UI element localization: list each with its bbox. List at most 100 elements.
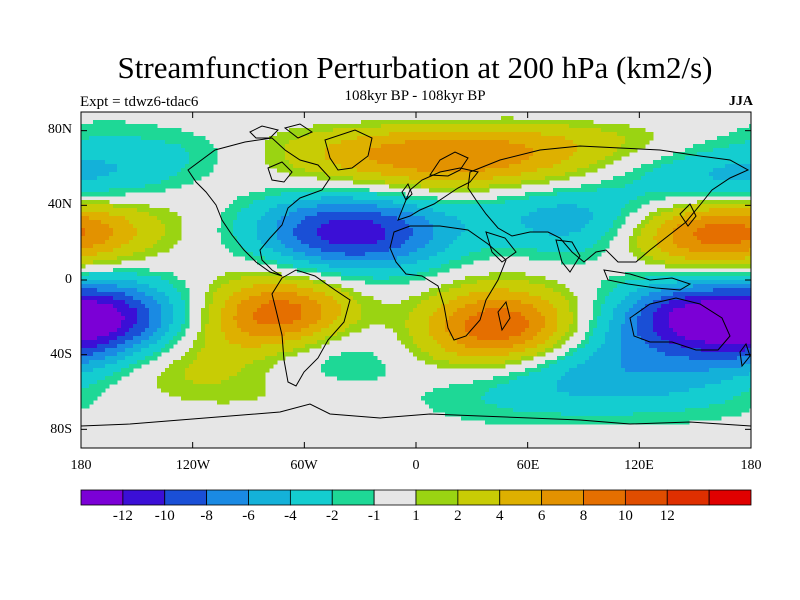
field-cell bbox=[241, 208, 246, 213]
field-cell bbox=[745, 260, 750, 265]
field-cell bbox=[225, 212, 230, 217]
field-cell bbox=[661, 236, 666, 241]
field-cell bbox=[741, 176, 746, 181]
field-cell bbox=[409, 264, 414, 269]
field-cell bbox=[725, 140, 730, 145]
field-cell bbox=[573, 224, 578, 229]
field-cell bbox=[677, 176, 682, 181]
field-cell bbox=[725, 216, 730, 221]
field-cell bbox=[157, 172, 162, 177]
field-cell bbox=[573, 128, 578, 133]
field-cell bbox=[649, 240, 654, 245]
field-cell bbox=[517, 212, 522, 217]
field-cell bbox=[293, 160, 298, 165]
field-cell bbox=[117, 212, 122, 217]
field-cell bbox=[681, 256, 686, 261]
field-cell bbox=[725, 240, 730, 245]
field-cell bbox=[293, 192, 298, 197]
field-cell bbox=[145, 144, 150, 149]
field-cell bbox=[385, 128, 390, 133]
field-cell bbox=[593, 244, 598, 249]
field-cell bbox=[741, 164, 746, 169]
field-cell bbox=[345, 188, 350, 193]
field-cell bbox=[253, 200, 258, 205]
field-cell bbox=[477, 184, 482, 189]
field-cell bbox=[741, 252, 746, 257]
field-cell bbox=[493, 232, 498, 237]
field-cell bbox=[361, 220, 366, 225]
field-cell bbox=[617, 140, 622, 145]
field-cell bbox=[309, 172, 314, 177]
field-cell bbox=[569, 148, 574, 153]
field-cell bbox=[377, 132, 382, 137]
field-cell bbox=[121, 168, 126, 173]
field-cell bbox=[329, 192, 334, 197]
field-cell bbox=[609, 228, 614, 233]
field-cell bbox=[541, 240, 546, 245]
field-cell bbox=[453, 256, 458, 261]
field-cell bbox=[597, 156, 602, 161]
field-cell bbox=[717, 200, 722, 205]
field-cell bbox=[401, 224, 406, 229]
field-cell bbox=[417, 236, 422, 241]
field-cell bbox=[269, 216, 274, 221]
field-cell bbox=[377, 128, 382, 133]
field-cell bbox=[177, 224, 182, 229]
field-cell bbox=[141, 172, 146, 177]
field-cell bbox=[393, 192, 398, 197]
field-cell bbox=[145, 216, 150, 221]
field-cell bbox=[213, 156, 218, 161]
field-cell bbox=[741, 236, 746, 241]
field-cell bbox=[197, 144, 202, 149]
field-cell bbox=[465, 200, 470, 205]
field-cell bbox=[113, 136, 118, 141]
field-cell bbox=[701, 144, 706, 149]
field-cell bbox=[749, 124, 751, 129]
field-cell bbox=[365, 172, 370, 177]
field-cell bbox=[525, 120, 530, 125]
field-cell bbox=[469, 200, 474, 205]
field-cell bbox=[229, 240, 234, 245]
field-cell bbox=[405, 172, 410, 177]
field-cell bbox=[117, 268, 122, 273]
field-cell bbox=[137, 148, 142, 153]
field-cell bbox=[585, 244, 590, 249]
field-cell bbox=[85, 132, 90, 137]
field-cell bbox=[657, 248, 662, 253]
field-cell bbox=[405, 140, 410, 145]
field-cell bbox=[597, 200, 602, 205]
field-cell bbox=[105, 160, 110, 165]
field-cell bbox=[373, 216, 378, 221]
field-cell bbox=[445, 268, 450, 273]
field-cell bbox=[565, 176, 570, 181]
field-cell bbox=[721, 252, 726, 257]
field-cell bbox=[193, 152, 198, 157]
field-cell bbox=[345, 196, 350, 201]
field-cell bbox=[585, 240, 590, 245]
field-cell bbox=[461, 184, 466, 189]
field-cell bbox=[229, 208, 234, 213]
field-cell bbox=[685, 184, 690, 189]
field-cell bbox=[561, 140, 566, 145]
field-cell bbox=[393, 156, 398, 161]
field-cell bbox=[385, 196, 390, 201]
field-cell bbox=[461, 120, 466, 125]
field-cell bbox=[173, 144, 178, 149]
field-cell bbox=[473, 120, 478, 125]
field-cell bbox=[409, 144, 414, 149]
field-cell bbox=[573, 120, 578, 125]
field-cell bbox=[589, 124, 594, 129]
field-cell bbox=[549, 140, 554, 145]
field-cell bbox=[333, 204, 338, 209]
field-cell bbox=[285, 156, 290, 161]
field-cell bbox=[509, 272, 514, 277]
field-cell bbox=[545, 132, 550, 137]
field-cell bbox=[309, 212, 314, 217]
field-cell bbox=[365, 192, 370, 197]
field-cell bbox=[481, 140, 486, 145]
field-cell bbox=[529, 252, 534, 257]
field-cell bbox=[297, 204, 302, 209]
field-cell bbox=[677, 168, 682, 173]
field-cell bbox=[93, 232, 98, 237]
field-cell bbox=[461, 160, 466, 165]
